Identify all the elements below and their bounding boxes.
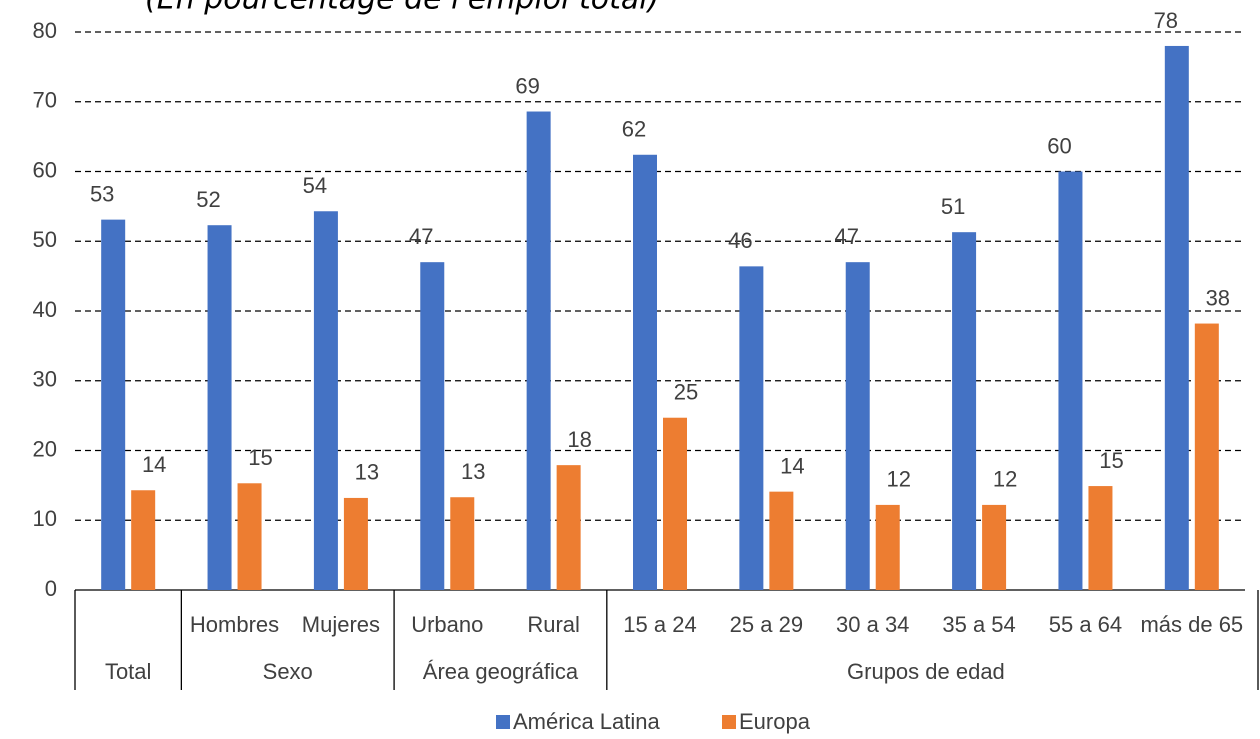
bar — [875, 504, 900, 590]
x-tick-label: 25 a 29 — [730, 612, 803, 637]
bar — [420, 262, 445, 590]
x-tick-label: 55 a 64 — [1049, 612, 1122, 637]
x-tick-label: 35 a 54 — [942, 612, 1015, 637]
legend-label: Europa — [739, 709, 811, 734]
chart-subtitle: (En pourcentage de l'emploi total) — [145, 0, 659, 17]
data-label: 12 — [993, 467, 1017, 492]
data-label: 38 — [1206, 285, 1230, 310]
bar — [663, 417, 687, 590]
group-label: Sexo — [263, 659, 313, 684]
bar — [343, 497, 368, 590]
y-tick-label: 40 — [33, 297, 57, 322]
bar — [633, 154, 657, 590]
x-tick-label: 30 a 34 — [836, 612, 909, 637]
bar — [237, 483, 262, 590]
bar — [526, 111, 551, 590]
legend-swatch — [496, 715, 510, 729]
data-label: 46 — [728, 228, 752, 253]
data-label: 13 — [355, 460, 379, 485]
x-tick-label: más de 65 — [1140, 612, 1243, 637]
data-label: 14 — [142, 452, 166, 477]
y-tick-label: 60 — [33, 157, 57, 182]
y-tick-label: 20 — [33, 436, 57, 461]
data-label: 47 — [409, 224, 433, 249]
y-tick-label: 50 — [33, 227, 57, 252]
y-tick-label: 80 — [33, 18, 57, 43]
data-label: 52 — [196, 187, 220, 212]
data-label: 62 — [622, 117, 646, 142]
legend-label: América Latina — [513, 709, 661, 734]
bar — [101, 219, 126, 590]
x-tick-label: Urbano — [411, 612, 483, 637]
y-tick-label: 30 — [33, 367, 57, 392]
data-label: 15 — [248, 445, 272, 470]
group-label: Grupos de edad — [847, 659, 1005, 684]
data-label: 12 — [886, 467, 910, 492]
data-label: 25 — [674, 380, 698, 405]
data-label: 78 — [1154, 8, 1178, 33]
data-label: 51 — [941, 194, 965, 219]
group-label: Área geográfica — [423, 659, 579, 684]
bar — [952, 232, 977, 590]
x-tick-label: Rural — [527, 612, 580, 637]
y-tick-label: 70 — [33, 88, 57, 113]
bar — [450, 497, 475, 590]
bar — [207, 225, 232, 590]
data-label: 13 — [461, 459, 485, 484]
bar — [1058, 171, 1083, 590]
data-label: 15 — [1099, 448, 1123, 473]
bar — [556, 465, 581, 590]
data-label: 18 — [567, 427, 591, 452]
bar — [739, 266, 764, 590]
y-tick-label: 10 — [33, 506, 57, 531]
data-label: 69 — [515, 73, 539, 98]
group-label: Total — [105, 659, 151, 684]
bar — [1194, 323, 1219, 590]
bar — [313, 211, 338, 590]
bar — [982, 504, 1007, 590]
bar — [131, 490, 156, 590]
x-tick-label: 15 a 24 — [623, 612, 696, 637]
bar — [1164, 45, 1189, 590]
x-tick-label: Mujeres — [302, 612, 380, 637]
bar — [1088, 486, 1113, 590]
data-label: 53 — [90, 181, 114, 206]
x-tick-label: Hombres — [190, 612, 279, 637]
legend-swatch — [722, 715, 736, 729]
data-label: 14 — [780, 453, 804, 478]
data-label: 47 — [834, 224, 858, 249]
data-label: 54 — [303, 173, 327, 198]
y-tick-label: 0 — [45, 576, 57, 601]
data-label: 60 — [1047, 133, 1071, 158]
bar — [845, 262, 870, 590]
bar — [769, 491, 794, 590]
